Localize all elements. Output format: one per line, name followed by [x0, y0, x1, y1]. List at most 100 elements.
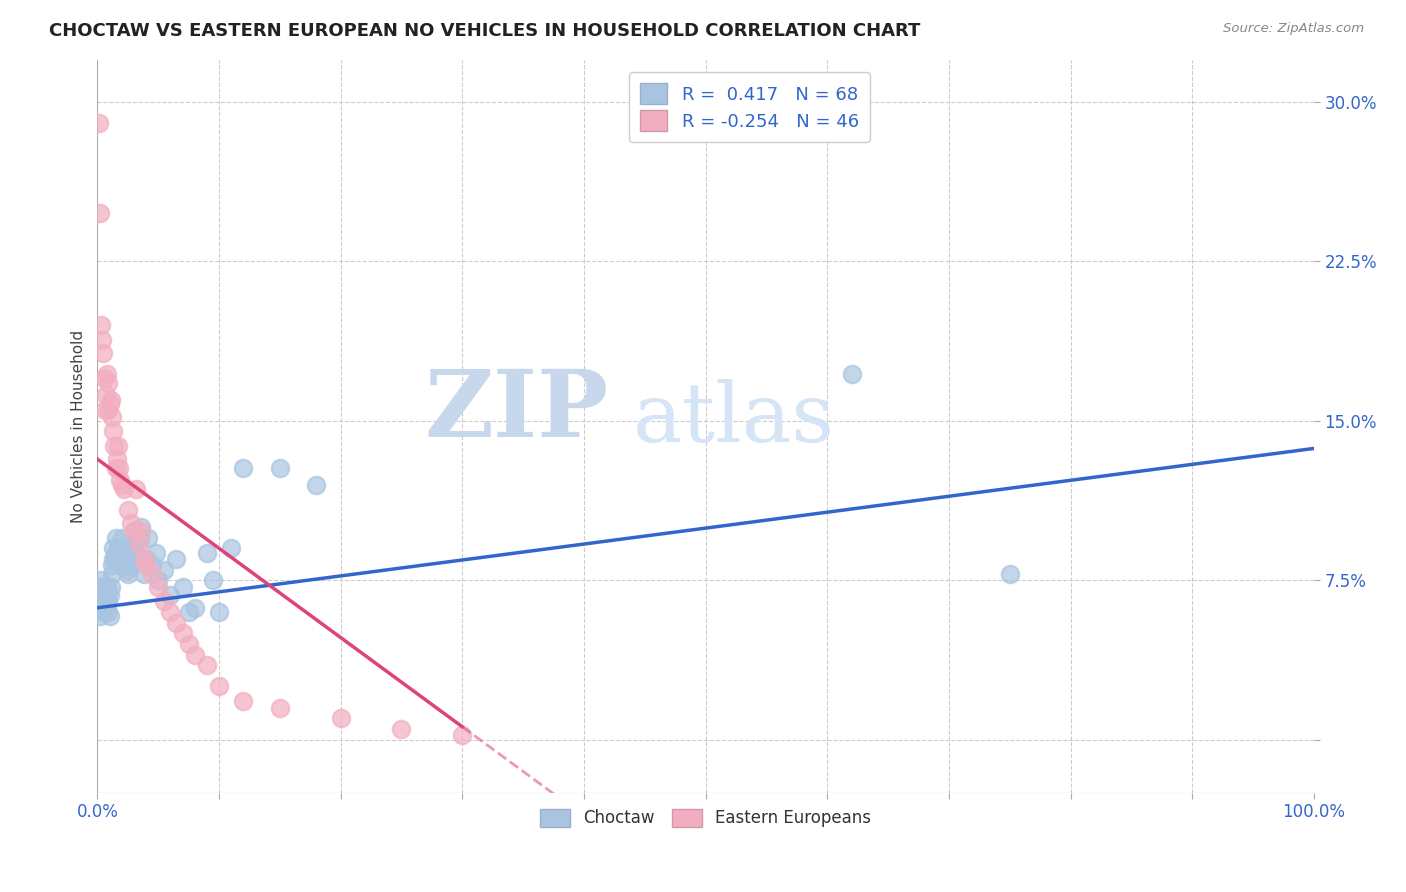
Point [183, 600, 205, 615]
Point [177, 605, 200, 619]
Point [111, 477, 134, 491]
Point [232, 460, 254, 475]
Point [183, 648, 205, 662]
Point [141, 558, 163, 573]
Point [101, 541, 124, 556]
Point [90, 594, 112, 608]
Point [135, 558, 157, 573]
Point [269, 700, 291, 714]
Point [841, 367, 863, 381]
Point [159, 605, 181, 619]
Point [129, 524, 152, 539]
Point [91, 333, 114, 347]
Point [111, 541, 134, 556]
Point [153, 563, 176, 577]
Point [391, 722, 413, 736]
Point [159, 588, 181, 602]
Point [107, 541, 129, 556]
Point [93, 371, 115, 385]
Point [103, 439, 125, 453]
Point [100, 580, 122, 594]
Point [90, 573, 112, 587]
Point [105, 552, 128, 566]
Point [208, 605, 231, 619]
Point [112, 558, 135, 573]
Point [165, 615, 187, 630]
Point [110, 473, 132, 487]
Point [101, 552, 124, 566]
Point [114, 545, 136, 559]
Point [305, 477, 328, 491]
Point [93, 580, 115, 594]
Point [96, 588, 118, 602]
Point [172, 580, 194, 594]
Point [129, 531, 152, 545]
Point [101, 558, 124, 573]
Point [87, 116, 110, 130]
Point [108, 460, 131, 475]
Point [94, 600, 117, 615]
Point [107, 439, 129, 453]
Point [329, 711, 352, 725]
Point [148, 580, 170, 594]
Point [132, 552, 155, 566]
Point [124, 537, 146, 551]
Legend: Choctaw, Eastern Europeans: Choctaw, Eastern Europeans [531, 800, 879, 836]
Point [125, 545, 148, 559]
Point [110, 558, 132, 573]
Point [122, 524, 145, 539]
Point [115, 563, 138, 577]
Point [148, 573, 170, 587]
Point [93, 403, 115, 417]
Point [103, 552, 125, 566]
Point [90, 580, 112, 594]
Text: atlas: atlas [633, 379, 835, 458]
Point [135, 552, 157, 566]
Point [104, 531, 127, 545]
Point [195, 545, 218, 559]
Point [125, 482, 148, 496]
Point [195, 658, 218, 673]
Point [98, 588, 121, 602]
Point [165, 552, 187, 566]
Point [93, 588, 115, 602]
Point [97, 403, 120, 417]
Text: ZIP: ZIP [425, 367, 609, 457]
Point [104, 460, 127, 475]
Point [117, 566, 139, 581]
Point [91, 580, 114, 594]
Point [145, 545, 167, 559]
Point [132, 566, 155, 581]
Point [93, 600, 115, 615]
Point [129, 520, 152, 534]
Point [105, 452, 128, 467]
Point [177, 637, 200, 651]
Point [101, 566, 124, 581]
Point [90, 318, 112, 333]
Point [89, 588, 111, 602]
Point [201, 573, 224, 587]
Point [122, 524, 145, 539]
Point [98, 397, 121, 411]
Point [138, 531, 160, 545]
Point [96, 367, 118, 381]
Point [117, 503, 139, 517]
Text: Source: ZipAtlas.com: Source: ZipAtlas.com [1223, 22, 1364, 36]
Point [112, 482, 135, 496]
Point [128, 537, 150, 551]
Point [89, 205, 111, 219]
Point [172, 626, 194, 640]
Point [232, 694, 254, 708]
Point [93, 605, 115, 619]
Point [208, 680, 231, 694]
Y-axis label: No Vehicles in Household: No Vehicles in Household [72, 329, 86, 523]
Point [89, 609, 111, 624]
Point [141, 566, 163, 581]
Point [87, 600, 110, 615]
Point [998, 566, 1021, 581]
Point [96, 580, 118, 594]
Point [451, 728, 474, 742]
Point [97, 594, 120, 608]
Point [108, 545, 131, 559]
Point [97, 605, 120, 619]
